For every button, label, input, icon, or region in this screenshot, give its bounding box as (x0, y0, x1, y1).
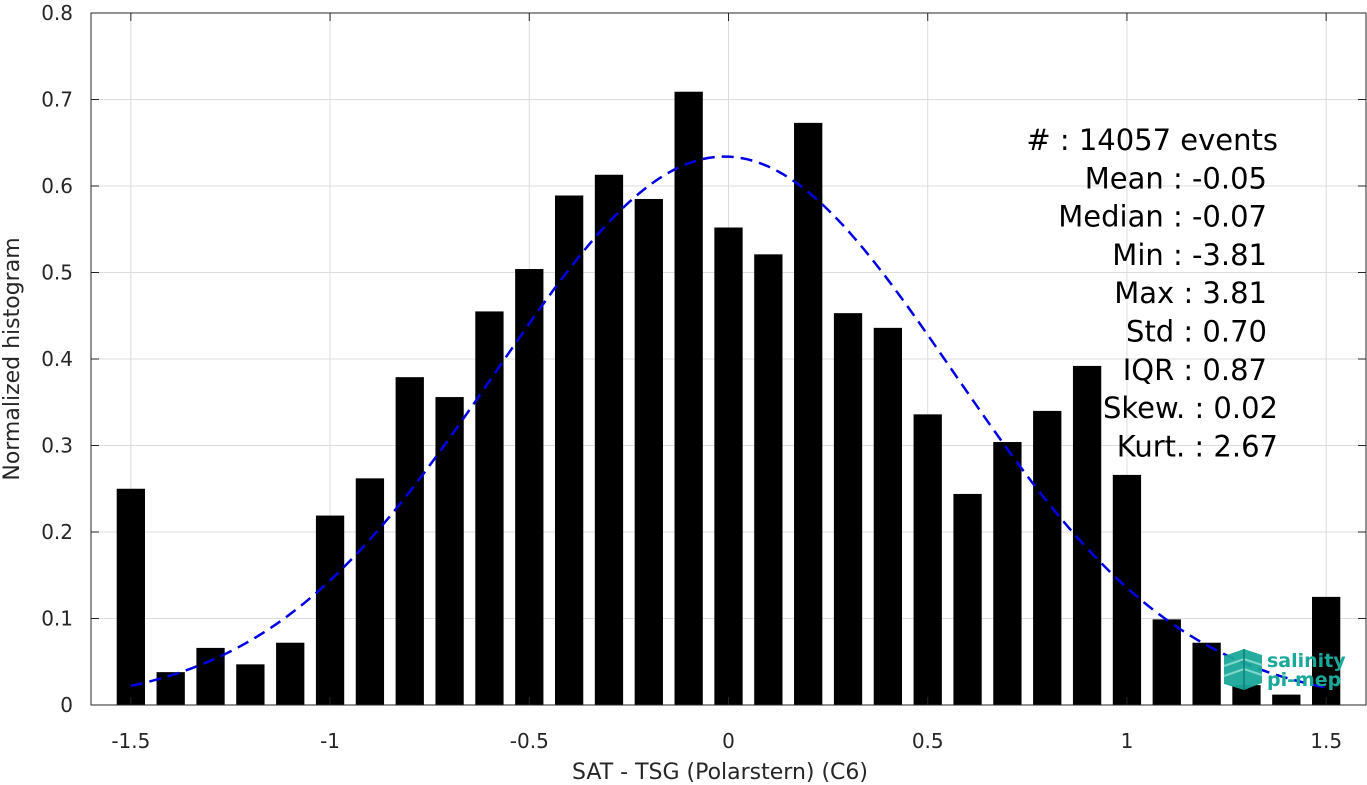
histogram-bar (594, 174, 624, 705)
x-tick-label: 0 (722, 729, 735, 753)
x-tick-label: 1.5 (1310, 729, 1342, 753)
histogram-bar (993, 442, 1022, 705)
histogram-bars (116, 91, 1341, 706)
histogram-bar (1033, 410, 1062, 705)
histogram-bar (754, 254, 783, 705)
histogram-bar (236, 664, 265, 705)
histogram-bar (714, 227, 743, 705)
statistics-annotation: # : 14057 events Mean : -0.05 Median : -0.… (1026, 123, 1278, 463)
histogram-bar (1112, 474, 1142, 705)
histogram-bar (953, 493, 982, 705)
stat-line: Kurt. : 2.67 (1117, 429, 1278, 463)
histogram-bar (873, 327, 903, 705)
histogram-bar (156, 672, 185, 705)
y-tick-label: 0.6 (41, 174, 73, 198)
y-tick-labels: 0 0.1 0.2 0.3 0.4 0.5 0.6 0.7 0.8 (41, 1, 73, 717)
stat-line: Skew. : 0.02 (1103, 391, 1278, 425)
x-tick-label: 1 (1121, 729, 1134, 753)
histogram-bar (515, 269, 544, 705)
gaussian-fit-curve (130, 155, 1327, 689)
histogram-bar (554, 195, 584, 705)
y-tick-label: 0 (60, 693, 73, 717)
histogram-bar (1072, 365, 1102, 705)
x-tick-label: -1.5 (111, 729, 150, 753)
stat-line: Median : -0.07 (1058, 200, 1267, 234)
y-tick-label: 0.1 (41, 607, 73, 631)
x-tick-label: -0.5 (510, 729, 549, 753)
logo-text-pi-mep: pi-mep (1267, 669, 1341, 691)
y-tick-label: 0.2 (41, 520, 73, 544)
histogram-bar (315, 515, 345, 705)
stat-line: Std : 0.70 (1126, 315, 1267, 349)
stat-line: Min : -3.81 (1112, 238, 1267, 272)
histogram-bar (1192, 642, 1221, 705)
stat-line: IQR : 0.87 (1123, 353, 1267, 387)
logo-text-salinity: salinity (1267, 650, 1346, 672)
histogram-bar (833, 313, 863, 705)
axis-ticks (91, 12, 1366, 706)
y-tick-label: 0.3 (41, 434, 73, 458)
y-axis-title: Normalized histogram (0, 237, 25, 480)
x-axis-title: SAT - TSG (Polarstern) (C6) (572, 760, 868, 785)
histogram-bar (1272, 694, 1301, 705)
y-tick-label: 0.8 (41, 1, 73, 25)
histogram-bar (674, 91, 703, 706)
histogram-bar (475, 311, 504, 705)
stat-line: Max : 3.81 (1114, 276, 1267, 310)
stat-line: # : 14057 events (1026, 123, 1278, 157)
x-tick-label: 0.5 (912, 729, 944, 753)
histogram-bar (1152, 619, 1181, 705)
x-tick-label: -1 (320, 729, 340, 753)
histogram-bar (913, 414, 942, 705)
histogram-bar (276, 642, 305, 705)
histogram-bar (355, 478, 385, 705)
y-tick-label: 0.5 (41, 261, 73, 285)
y-tick-label: 0.7 (41, 88, 73, 112)
stat-line: Mean : -0.05 (1085, 161, 1267, 195)
histogram-bar (435, 397, 464, 705)
x-tick-labels: -1.5 -1 -0.5 0 0.5 1 1.5 (111, 729, 1342, 753)
histogram-bar (1232, 685, 1261, 705)
histogram-bar (196, 647, 225, 705)
salinity-pi-mep-logo: salinity pi-mep (1223, 649, 1346, 691)
histogram-bar (395, 377, 424, 705)
histogram-bar (1312, 596, 1341, 705)
histogram-bar (794, 122, 823, 706)
histogram-bar (634, 198, 663, 705)
histogram-bar (116, 488, 145, 705)
logo-mark-icon (1223, 649, 1263, 690)
y-tick-label: 0.4 (41, 347, 73, 371)
